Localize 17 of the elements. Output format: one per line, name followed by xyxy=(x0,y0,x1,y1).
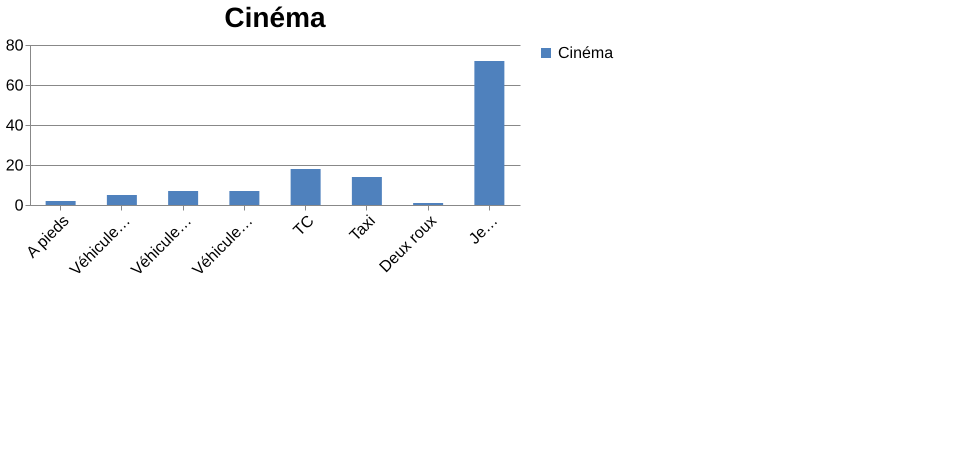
bar xyxy=(106,195,137,205)
bar xyxy=(352,177,382,205)
y-tick-label: 80 xyxy=(6,38,24,54)
bar xyxy=(290,169,321,205)
y-tick-label: 0 xyxy=(14,198,24,214)
chart-title: Cinéma xyxy=(224,2,326,33)
legend-label: Cinéma xyxy=(558,45,614,62)
y-tick-label: 60 xyxy=(6,78,24,94)
y-tick-label: 40 xyxy=(6,118,24,134)
bar xyxy=(168,191,198,205)
bar xyxy=(229,191,260,205)
x-tick-label: Taxi xyxy=(346,212,379,245)
x-tick-label: TC xyxy=(290,212,318,240)
bar xyxy=(46,201,76,205)
bar xyxy=(474,61,504,205)
y-tick-label: 20 xyxy=(6,158,24,174)
x-tick-label: Je… xyxy=(466,212,502,248)
